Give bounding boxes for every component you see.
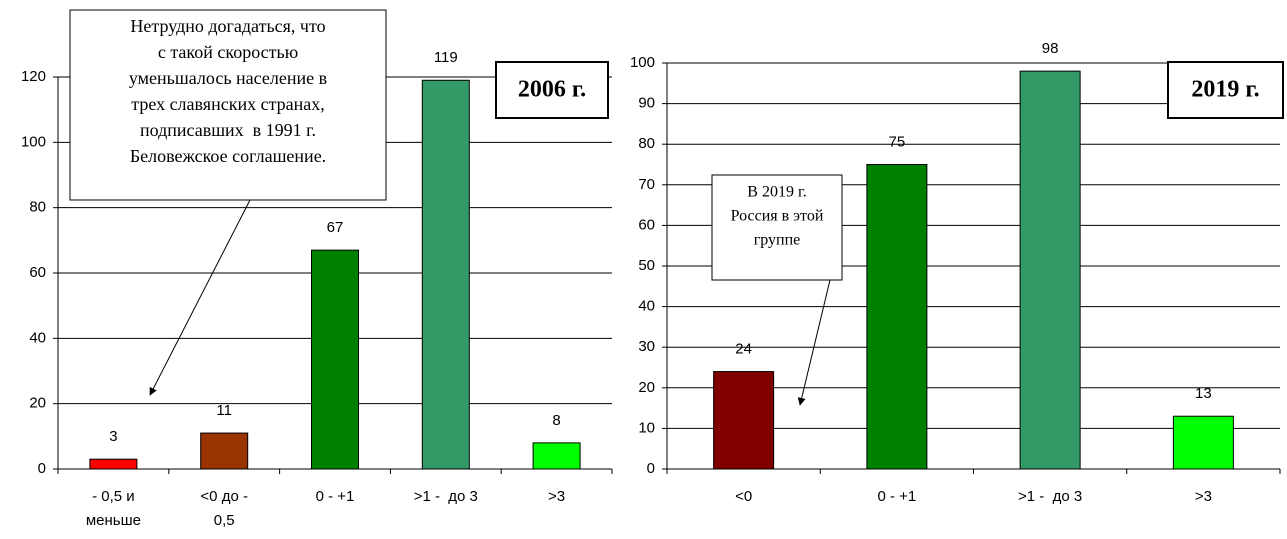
y-tick-label: 40 bbox=[29, 329, 46, 346]
x-tick-label: 0 - +1 bbox=[877, 488, 916, 505]
x-tick-label: >3 bbox=[548, 488, 565, 505]
annotation-arrow bbox=[797, 279, 831, 406]
data-label: 8 bbox=[552, 412, 560, 429]
y-tick-label: 0 bbox=[647, 460, 655, 477]
x-tick-label: <0 до -0,5 bbox=[200, 488, 248, 529]
data-label: 3 bbox=[109, 428, 117, 445]
annotation-box bbox=[69, 9, 387, 201]
year-label: 2006 г. bbox=[518, 77, 586, 103]
data-label: 119 bbox=[434, 49, 458, 66]
year-box bbox=[1167, 61, 1284, 119]
year-label: 2019 г. bbox=[1191, 77, 1259, 103]
x-tick-label: <0 bbox=[735, 488, 752, 505]
bar bbox=[311, 249, 359, 470]
x-tick-label: 0 - +1 bbox=[316, 488, 355, 505]
y-tick-label: 50 bbox=[638, 257, 655, 274]
y-tick-label: 90 bbox=[638, 95, 655, 112]
y-tick-label: 10 bbox=[638, 419, 655, 436]
bar bbox=[866, 164, 928, 470]
annotation-text: подписавших в 1991 г. bbox=[140, 120, 316, 140]
bar bbox=[200, 432, 249, 470]
x-tick-label: - 0,5 и меньше bbox=[86, 488, 141, 529]
x-tick-label: >1 - до 3 bbox=[1018, 488, 1082, 505]
year-box bbox=[495, 61, 609, 119]
annotation-text: Беловежское соглашение. bbox=[130, 146, 326, 166]
data-label: 13 bbox=[1195, 385, 1212, 402]
y-tick-label: 0 bbox=[38, 460, 46, 477]
x-tick-label: >1 - до 3 bbox=[414, 488, 478, 505]
y-tick-label: 100 bbox=[21, 133, 46, 150]
y-tick-label: 40 bbox=[638, 298, 655, 315]
bar bbox=[532, 442, 581, 470]
y-tick-label: 20 bbox=[29, 395, 46, 412]
y-tick-label: 80 bbox=[638, 135, 655, 152]
y-tick-label: 80 bbox=[29, 199, 46, 216]
y-tick-label: 120 bbox=[21, 68, 46, 85]
bar bbox=[421, 79, 470, 470]
annotation-text: Россия в этой bbox=[731, 208, 824, 225]
data-label: 67 bbox=[327, 219, 344, 236]
data-label: 75 bbox=[889, 133, 906, 150]
annotation-text: трех славянских странах, bbox=[131, 94, 325, 114]
x-tick-label: >3 bbox=[1195, 488, 1212, 505]
bar bbox=[713, 371, 775, 470]
data-label: 11 bbox=[216, 402, 232, 419]
y-tick-label: 100 bbox=[630, 54, 655, 71]
annotation-arrow bbox=[149, 199, 251, 396]
data-label: 98 bbox=[1042, 40, 1059, 57]
annotation-text: Нетрудно догадаться, что bbox=[130, 16, 325, 36]
annotation-text: В 2019 г. bbox=[747, 184, 806, 201]
annotation-text: группе bbox=[754, 232, 801, 249]
annotation-text: уменьшалось население в bbox=[129, 68, 327, 88]
y-tick-label: 20 bbox=[638, 379, 655, 396]
bar bbox=[89, 458, 138, 470]
y-tick-label: 60 bbox=[29, 264, 46, 281]
bar bbox=[1172, 415, 1234, 470]
annotation-text: с такой скоростью bbox=[158, 42, 298, 62]
data-label: 24 bbox=[735, 341, 752, 358]
bar bbox=[1019, 70, 1081, 470]
y-tick-label: 70 bbox=[638, 176, 655, 193]
annotation-box bbox=[711, 174, 843, 281]
y-tick-label: 30 bbox=[638, 338, 655, 355]
y-tick-label: 60 bbox=[638, 216, 655, 233]
